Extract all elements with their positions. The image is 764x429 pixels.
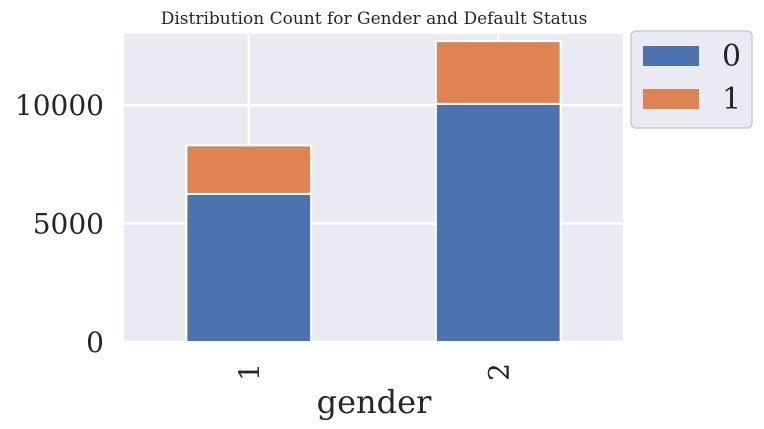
bar-gender-2-series-0 xyxy=(434,102,562,344)
bar-gender-1-series-0 xyxy=(185,192,313,343)
chart-title: Distribution Count for Gender and Defaul… xyxy=(161,9,588,29)
y-tick-label-1: 5000 xyxy=(33,208,104,241)
legend-swatch-0 xyxy=(643,46,699,66)
legend-label-1: 1 xyxy=(722,82,741,117)
x-tick-label-1: 1 xyxy=(233,363,266,381)
y-tick-labels: 0 5000 10000 xyxy=(15,89,104,359)
bars xyxy=(185,40,562,344)
x-axis-label: gender xyxy=(317,383,432,421)
legend-label-0: 0 xyxy=(722,39,741,74)
x-tick-label-2: 2 xyxy=(482,363,515,381)
y-tick-label-2: 10000 xyxy=(15,89,104,122)
bar-gender-2-series-1 xyxy=(434,40,562,105)
legend-swatch-1 xyxy=(643,89,699,109)
bar-gender-1-series-1 xyxy=(185,144,313,195)
y-tick-label-0: 0 xyxy=(86,326,104,359)
legend: 01 xyxy=(630,30,753,129)
